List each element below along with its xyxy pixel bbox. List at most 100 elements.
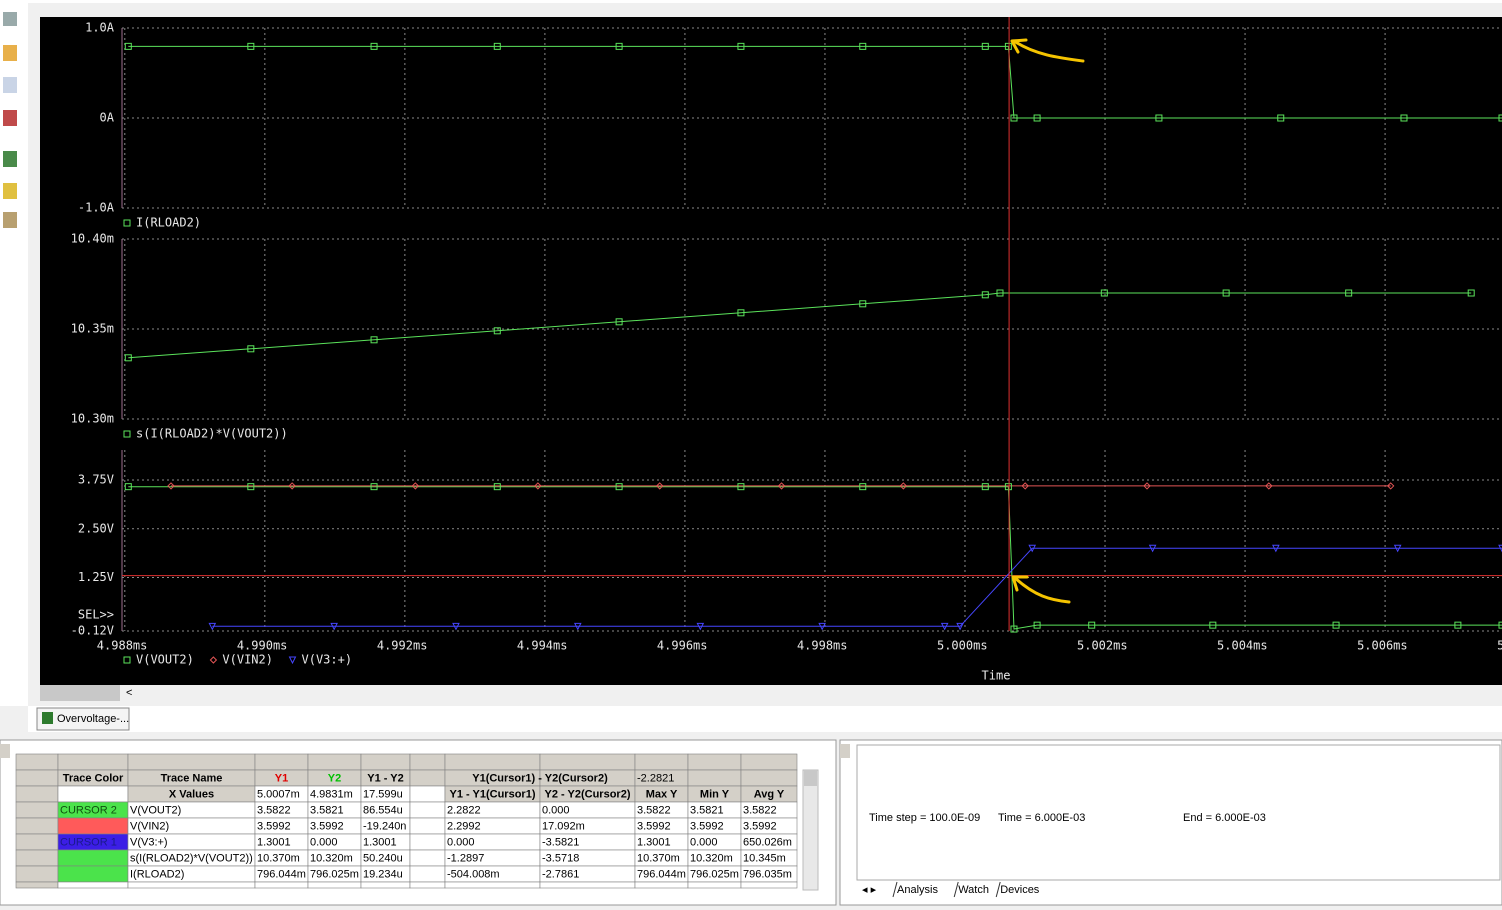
close-button[interactable]	[840, 744, 850, 758]
y-tick-label: 2.50V	[78, 521, 114, 535]
legend-label: V(VIN2)	[222, 653, 273, 667]
output-tab[interactable]: Analysis	[897, 884, 938, 896]
x-tick-label: 5.004ms	[1217, 639, 1268, 653]
trace-name: I(RLOAD2)	[130, 868, 184, 880]
icon[interactable]	[3, 77, 17, 93]
table-cell	[15, 801, 59, 819]
toolbar-icons	[3, 12, 17, 228]
table-cell	[57, 785, 129, 803]
icon[interactable]	[3, 212, 17, 228]
icon[interactable]	[3, 183, 17, 199]
marker	[1222, 289, 1230, 297]
table-cell	[444, 753, 541, 771]
tab-icon	[42, 712, 53, 724]
h-scrollbar[interactable]	[40, 685, 1502, 701]
icon[interactable]	[3, 151, 17, 167]
table-value: 1.3001	[257, 836, 291, 848]
marker	[288, 656, 297, 665]
scroll-thumb[interactable]	[40, 685, 120, 701]
y-tick-label: 10.30m	[71, 412, 114, 426]
table-cell	[15, 865, 59, 883]
output-tab[interactable]: Devices	[1000, 884, 1040, 896]
table-cell	[409, 881, 446, 889]
marker	[1498, 544, 1502, 553]
marker	[737, 42, 745, 50]
close-button[interactable]	[0, 744, 10, 758]
marker	[1272, 544, 1280, 553]
table-value: 10.345m	[743, 852, 786, 864]
row-header: X Values	[169, 788, 214, 800]
output-tab[interactable]: Watch	[958, 884, 989, 896]
plot-window	[40, 17, 1502, 685]
tab-scroll[interactable]: ◂ ▸	[862, 884, 877, 896]
toolbar	[0, 0, 28, 706]
time-step: Time step = 100.0E-09	[869, 812, 980, 824]
icon[interactable]	[3, 45, 17, 61]
table-value: 19.234u	[363, 868, 403, 880]
scroll-left[interactable]: <	[126, 687, 132, 699]
marker	[1345, 289, 1353, 297]
marker	[615, 42, 623, 50]
y-tick-label: 1.0A	[85, 21, 115, 35]
marker	[1148, 544, 1157, 553]
x-tick-label: 4.988ms	[97, 639, 148, 653]
table-value: 1.3001	[363, 836, 397, 848]
table-cell	[409, 785, 446, 803]
sel-label: SEL>>	[78, 608, 114, 622]
table-value: -3.5718	[542, 852, 579, 864]
marker	[1004, 42, 1012, 50]
table-value: 1.3001	[637, 836, 671, 848]
scroll-thumb[interactable]	[804, 770, 817, 786]
table-cell	[687, 753, 742, 771]
table-value: 3.5822	[637, 804, 671, 816]
trace-name: s(I(RLOAD2)*V(VOUT2))	[130, 852, 253, 864]
x-tick-label: 4.990ms	[237, 639, 288, 653]
table-cell	[360, 753, 411, 771]
table-value: -1.2897	[447, 852, 484, 864]
marker	[615, 318, 623, 326]
marker	[1332, 621, 1340, 629]
marker	[1021, 482, 1029, 490]
window-tab[interactable]	[36, 707, 130, 731]
column-header: Avg Y	[754, 788, 785, 800]
marker	[1028, 544, 1037, 553]
marker	[737, 483, 745, 491]
column-header: Trace Name	[161, 772, 223, 784]
table-value: 0.000	[690, 836, 718, 848]
marker	[247, 345, 255, 353]
marker	[493, 483, 501, 491]
marker	[370, 336, 378, 344]
window-tab-label[interactable]: Overvoltage-...	[57, 713, 129, 725]
table-scrollbar[interactable]	[802, 769, 819, 891]
x-value: 17.599u	[363, 788, 403, 800]
table-cell	[15, 817, 59, 835]
arrow	[1013, 576, 1071, 604]
table-value: 0.000	[310, 836, 338, 848]
table-value: 17.092m	[542, 820, 585, 832]
table-cell	[539, 753, 636, 771]
marker	[1033, 114, 1041, 122]
table-cell	[15, 769, 59, 787]
icon[interactable]	[3, 12, 17, 26]
marker	[940, 622, 949, 631]
table-cell	[254, 881, 309, 889]
table-cell	[127, 881, 256, 889]
marker	[777, 482, 786, 490]
table-cell	[687, 769, 742, 787]
arrow	[1012, 39, 1085, 63]
table-value: 2.2822	[447, 804, 481, 816]
table-cell	[57, 881, 129, 889]
marker	[123, 430, 131, 438]
marker	[452, 622, 460, 631]
marker	[818, 622, 826, 631]
column-header: Trace Color	[63, 772, 124, 784]
x-tick-label: 4.996ms	[657, 639, 708, 653]
icon[interactable]	[3, 110, 17, 126]
table-value: 10.320m	[310, 852, 353, 864]
table-value: 0.000	[447, 836, 475, 848]
marker	[656, 482, 664, 490]
table-value: 650.026m	[743, 836, 792, 848]
table-cell	[740, 753, 798, 771]
cursor-label: CURSOR 1	[60, 836, 117, 848]
marker	[1209, 621, 1217, 629]
